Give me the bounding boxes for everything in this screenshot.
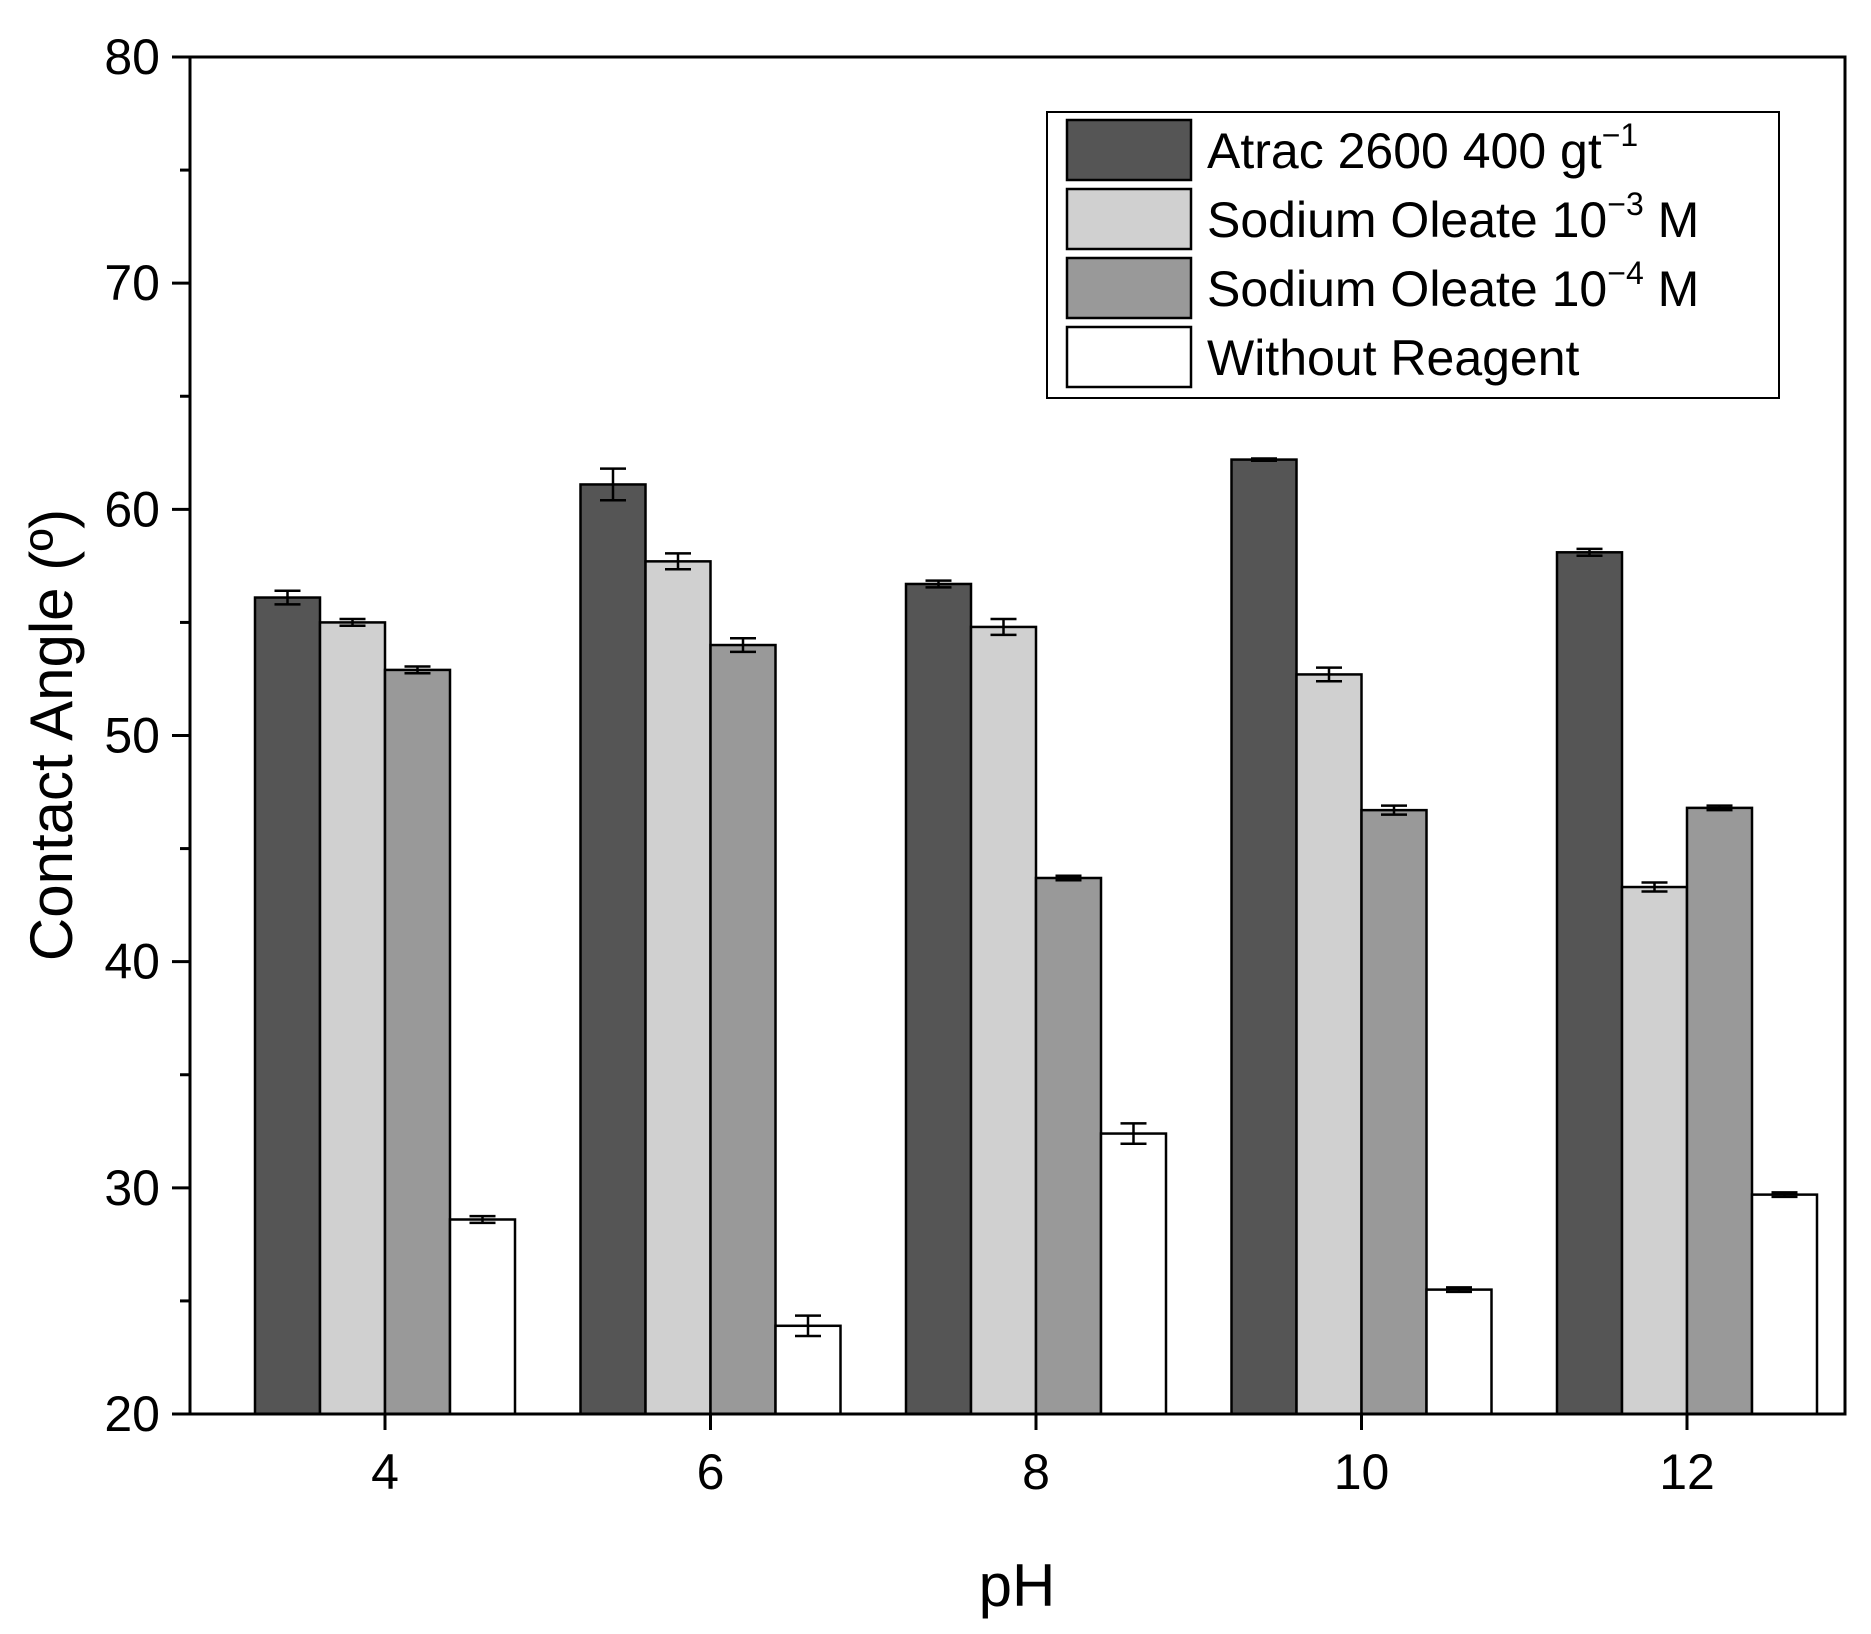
- error-bar-s0-ph4: [274, 589, 301, 606]
- bar-s0-ph6: [579, 483, 647, 1416]
- error-bar-s3-ph8: [1120, 1122, 1147, 1145]
- error-bar-s1-ph6: [665, 552, 691, 571]
- legend-swatch-1: [1065, 187, 1193, 251]
- error-bar-s1-ph10: [1316, 666, 1342, 683]
- ticks-layer: 4 6 8 10 12 20 30 40 50 60 70 80: [104, 29, 1714, 1500]
- error-bar-s0-ph12: [1576, 547, 1603, 557]
- bar-s3-ph8: [1099, 1132, 1168, 1416]
- error-bar-s2-ph6: [730, 636, 756, 654]
- y-tick-label-80: 80: [104, 29, 160, 85]
- error-bar-s1-ph4: [339, 617, 366, 628]
- x-tick-label-4: 4: [371, 1444, 399, 1500]
- bar-s3-ph4: [448, 1218, 517, 1416]
- error-bar-s3-ph10: [1446, 1286, 1472, 1294]
- error-bar-s2-ph10: [1381, 804, 1407, 816]
- y-tick-label-70: 70: [104, 255, 160, 311]
- x-tick-label-12: 12: [1659, 1444, 1715, 1500]
- bar-s2-ph8: [1034, 876, 1103, 1416]
- bar-s0-ph8: [904, 582, 973, 1416]
- bar-s3-ph6: [774, 1324, 842, 1416]
- bar-s1-ph6: [644, 560, 712, 1416]
- legend-swatch-3: [1065, 325, 1193, 389]
- bar-s2-ph12: [1685, 806, 1754, 1416]
- y-axis-title: Contact Angle (º): [18, 509, 85, 961]
- y-tick-label-30: 30: [104, 1160, 160, 1216]
- bar-s1-ph4: [318, 621, 387, 1416]
- legend-label-3: Without Reagent: [1207, 330, 1580, 386]
- x-tick-label-10: 10: [1334, 1444, 1390, 1500]
- y-tick-label-40: 40: [104, 934, 160, 990]
- error-bar-s3-ph4: [469, 1214, 496, 1225]
- error-bar-s2-ph12: [1706, 804, 1733, 812]
- legend-label-0: Atrac 2600 400 gt−1: [1207, 117, 1638, 179]
- error-bar-s0-ph8: [925, 579, 952, 589]
- y-tick-label-50: 50: [104, 708, 160, 764]
- bar-s3-ph10: [1425, 1288, 1493, 1416]
- error-bar-s0-ph6: [600, 467, 626, 502]
- legend-swatch-0: [1065, 118, 1193, 182]
- error-bar-s3-ph12: [1771, 1191, 1798, 1199]
- bar-s1-ph8: [969, 625, 1038, 1416]
- error-bar-s2-ph8: [1055, 874, 1082, 882]
- bar-s1-ph10: [1295, 673, 1363, 1416]
- bar-s3-ph12: [1750, 1193, 1819, 1416]
- bar-s2-ph4: [383, 668, 452, 1416]
- bars-layer: [253, 457, 1819, 1416]
- bar-s2-ph10: [1360, 808, 1428, 1416]
- x-tick-label-8: 8: [1022, 1444, 1050, 1500]
- bar-s0-ph4: [253, 596, 322, 1416]
- error-bar-s0-ph10: [1251, 457, 1277, 462]
- error-bar-s1-ph8: [990, 617, 1017, 637]
- bar-s2-ph6: [709, 643, 777, 1416]
- error-bar-s1-ph12: [1641, 881, 1668, 893]
- error-bar-s3-ph6: [795, 1314, 821, 1338]
- x-tick-label-6: 6: [697, 1444, 725, 1500]
- y-tick-label-60: 60: [104, 481, 160, 537]
- bar-s0-ph12: [1555, 551, 1624, 1416]
- bar-s1-ph12: [1620, 885, 1689, 1416]
- error-bar-s2-ph4: [404, 665, 431, 675]
- x-axis-title: pH: [979, 1552, 1056, 1619]
- legend-swatch-2: [1065, 256, 1193, 320]
- y-tick-label-20: 20: [104, 1386, 160, 1442]
- bar-s0-ph10: [1230, 458, 1298, 1416]
